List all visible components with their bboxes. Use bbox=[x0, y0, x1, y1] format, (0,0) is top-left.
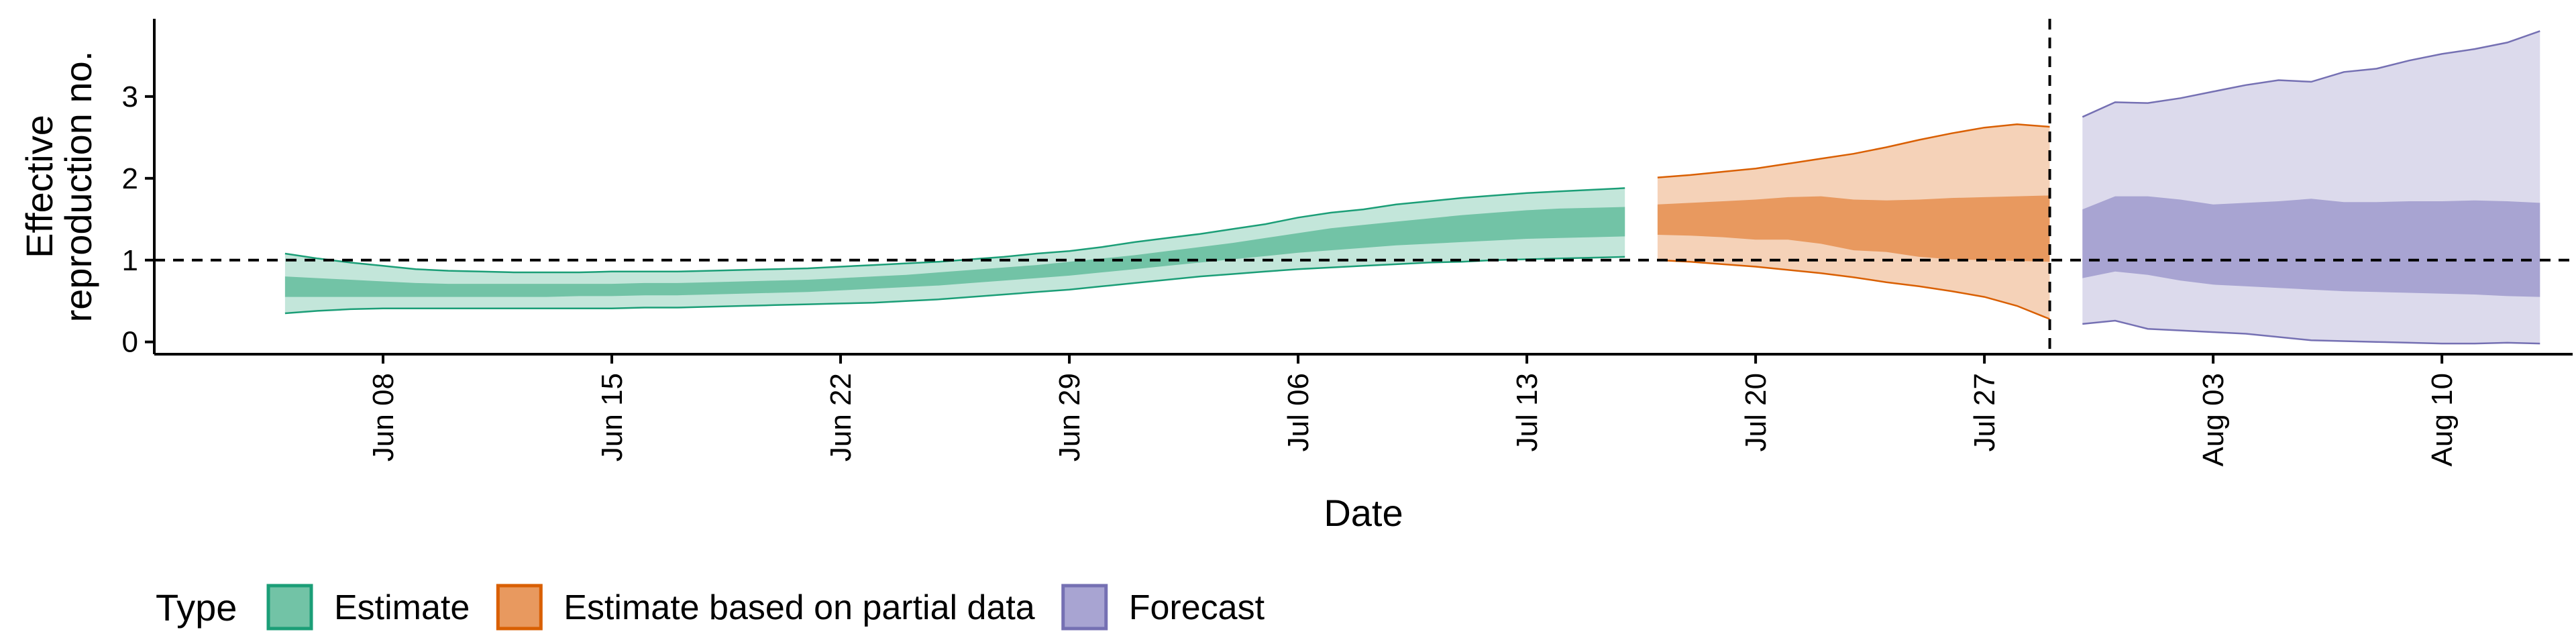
band-outer-2 bbox=[2082, 31, 2540, 344]
band-edge-upper-2 bbox=[2082, 30, 2540, 118]
x-tick-label-5: Jul 13 bbox=[1511, 373, 1544, 451]
band-edge-upper-1 bbox=[1657, 123, 2050, 178]
tick-layer: 0 1 2 3 Jun 08 Jun 15 Jun 22 Jun 29 Jul 06 Jul 13… bbox=[122, 80, 2459, 467]
y-tick-label-3: 3 bbox=[122, 80, 138, 113]
band-inner-0 bbox=[284, 207, 1625, 297]
y-axis-title: Effectivereproduction no. bbox=[18, 51, 99, 323]
legend-label-1: Estimate based on partial data bbox=[564, 588, 1035, 627]
x-tick-label-2: Jun 22 bbox=[824, 373, 857, 462]
band-edge-lower-0 bbox=[284, 256, 1625, 315]
band-edge-lower-1 bbox=[1657, 259, 2050, 320]
reference-lines bbox=[154, 19, 2573, 354]
y-tick-label-0: 0 bbox=[122, 326, 138, 359]
band-inner-1 bbox=[1657, 195, 2050, 262]
y-axis-title-line-1: reproduction no. bbox=[57, 51, 99, 323]
band-edge-upper-0 bbox=[284, 187, 1625, 274]
legend-label-0: Estimate bbox=[334, 588, 470, 627]
x-tick-label-1: Jun 15 bbox=[596, 373, 629, 462]
y-tick-label-2: 2 bbox=[122, 162, 138, 195]
axes bbox=[153, 19, 2573, 356]
x-tick-label-4: Jul 06 bbox=[1282, 373, 1315, 451]
x-axis-title: Date bbox=[1324, 492, 1403, 534]
series-1 bbox=[1657, 123, 2050, 320]
x-tick-label-6: Jul 20 bbox=[1739, 373, 1772, 451]
legend-swatch-0 bbox=[266, 584, 313, 631]
band-inner-2 bbox=[2082, 196, 2540, 297]
legend: Type Estimate Estimate based on partial d… bbox=[156, 584, 1265, 631]
band-edge-lower-2 bbox=[2082, 319, 2540, 345]
x-tick-label-3: Jun 29 bbox=[1053, 373, 1086, 462]
x-tick-label-0: Jun 08 bbox=[367, 373, 400, 462]
legend-title: Type bbox=[156, 586, 237, 629]
legend-swatch-1 bbox=[496, 584, 543, 631]
series-0 bbox=[284, 187, 1625, 315]
band-layer bbox=[284, 30, 2540, 345]
x-tick-label-7: Jul 27 bbox=[1968, 373, 2001, 451]
y-tick-label-1: 1 bbox=[122, 244, 138, 277]
y-axis-title-line-0: Effective bbox=[18, 115, 60, 258]
series-2 bbox=[2082, 30, 2540, 345]
legend-swatch-2 bbox=[1061, 584, 1108, 631]
x-tick-label-8: Aug 03 bbox=[2197, 373, 2230, 466]
x-tick-label-9: Aug 10 bbox=[2426, 373, 2459, 466]
legend-label-2: Forecast bbox=[1129, 588, 1265, 627]
